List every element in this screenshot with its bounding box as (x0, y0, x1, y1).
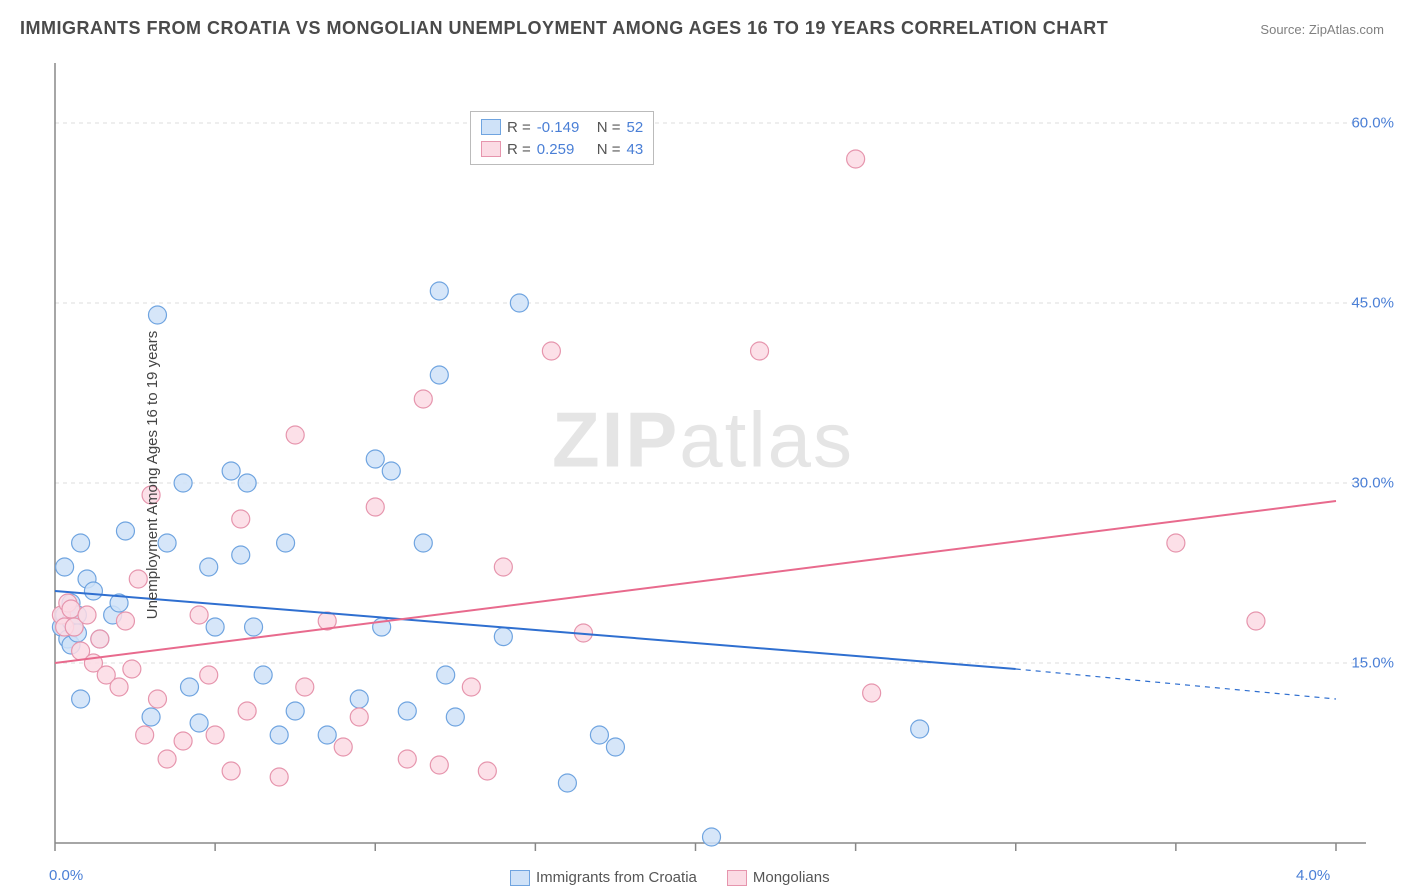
y-tick-label: 60.0% (1351, 115, 1394, 132)
series-legend-label: Mongolians (753, 869, 830, 886)
legend-r-label: R = (507, 141, 531, 158)
chart-title: IMMIGRANTS FROM CROATIA VS MONGOLIAN UNE… (20, 18, 1108, 39)
chart-container: Unemployment Among Ages 16 to 19 years Z… (0, 55, 1406, 892)
source-attribution: Source: ZipAtlas.com (1260, 22, 1384, 37)
x-tick-label: 4.0% (1296, 867, 1330, 884)
legend-swatch (510, 870, 530, 886)
y-tick-label: 45.0% (1351, 295, 1394, 312)
legend-n-value: 52 (627, 119, 644, 136)
source-link[interactable]: ZipAtlas.com (1309, 22, 1384, 37)
x-tick-label: 0.0% (49, 867, 83, 884)
legend-swatch (481, 119, 501, 135)
legend-n-value: 43 (627, 141, 644, 158)
legend-n-label: N = (597, 141, 621, 158)
y-axis-label: Unemployment Among Ages 16 to 19 years (144, 331, 161, 620)
y-tick-label: 30.0% (1351, 475, 1394, 492)
legend-swatch (727, 870, 747, 886)
scatter-plot-svg (0, 55, 1406, 892)
correlation-legend: R = -0.149 N = 52 R = 0.259 N = 43 (470, 111, 654, 165)
series-legend-label: Immigrants from Croatia (536, 869, 697, 886)
legend-row: R = -0.149 N = 52 (481, 116, 643, 138)
legend-r-label: R = (507, 119, 531, 136)
legend-r-value: -0.149 (537, 119, 591, 136)
source-label: Source: (1260, 22, 1305, 37)
legend-row: R = 0.259 N = 43 (481, 138, 643, 160)
legend-swatch (481, 141, 501, 157)
y-tick-label: 15.0% (1351, 655, 1394, 672)
series-legend-item: Immigrants from Croatia (510, 869, 697, 886)
legend-n-label: N = (597, 119, 621, 136)
series-legend: Immigrants from Croatia Mongolians (510, 869, 830, 886)
legend-r-value: 0.259 (537, 141, 591, 158)
series-legend-item: Mongolians (727, 869, 830, 886)
